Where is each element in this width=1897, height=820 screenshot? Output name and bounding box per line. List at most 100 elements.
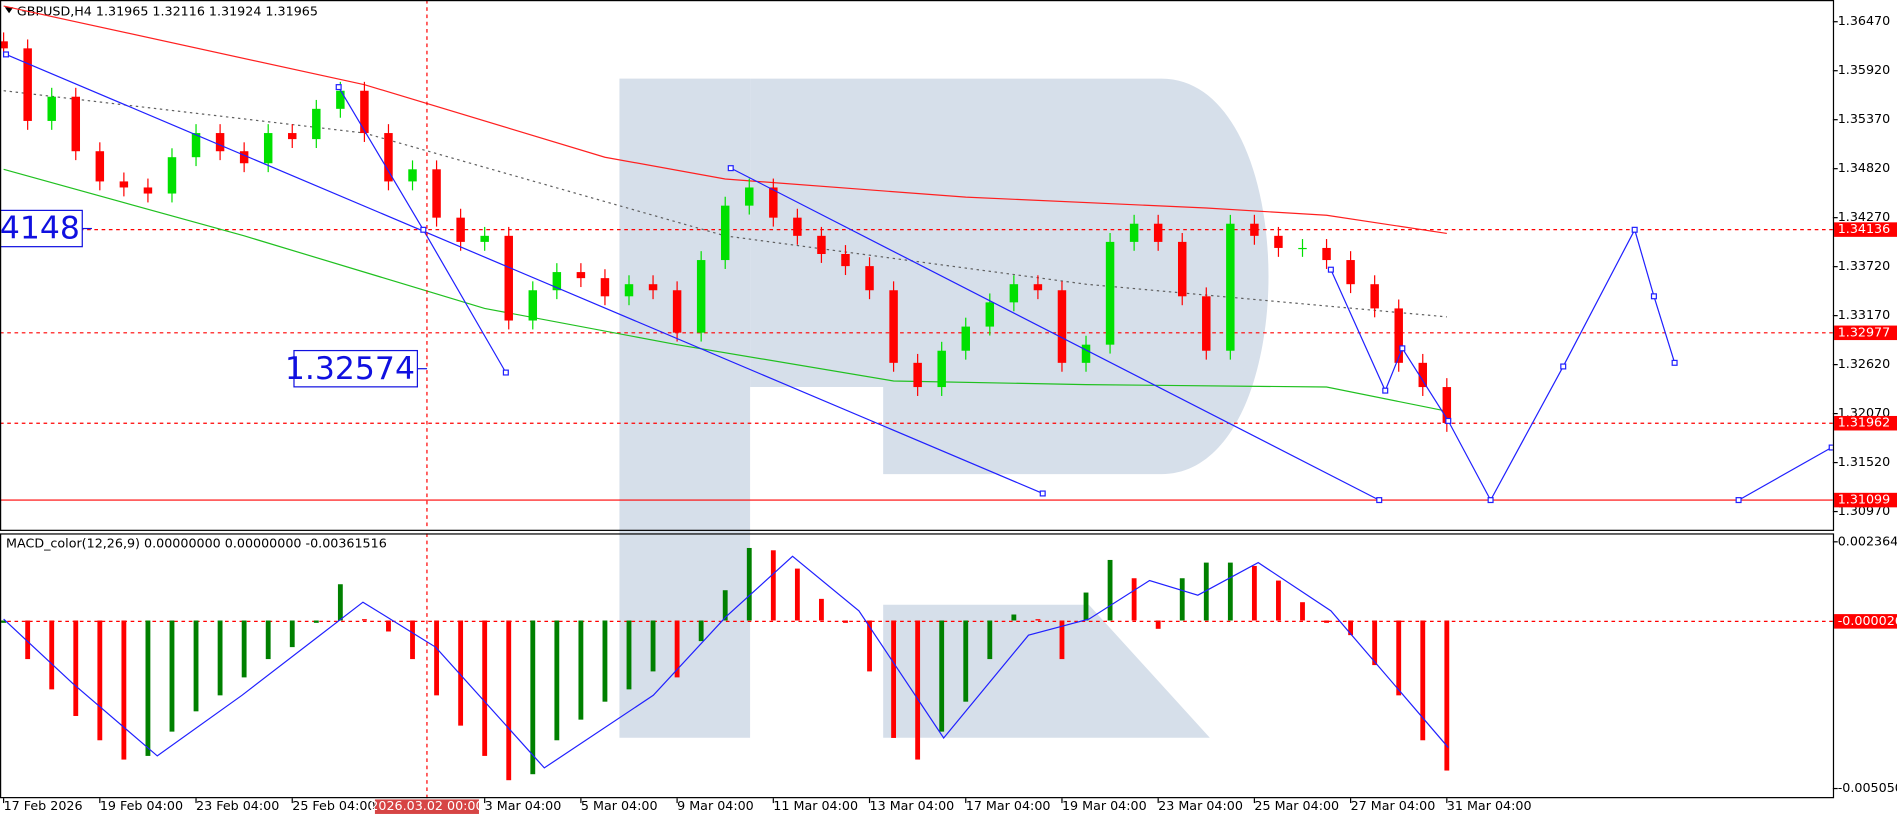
trend-vertex [1445, 417, 1452, 424]
trend-vertex [1327, 266, 1334, 273]
candle-body [865, 266, 874, 291]
macd-bar [1155, 620, 1161, 629]
macd-bar [819, 598, 824, 621]
trend-vertex [335, 84, 342, 91]
candle-body [1226, 223, 1235, 351]
macd-bar [1107, 559, 1113, 621]
macd-bar [1035, 619, 1041, 621]
y-tick-label: 1.34820 [1838, 160, 1890, 175]
macd-bar [386, 620, 391, 632]
candle-body [769, 187, 778, 218]
moving-average [3, 5, 1447, 235]
macd-bar [1396, 620, 1402, 696]
candle-body [889, 290, 898, 363]
macd-signal [3, 555, 1449, 769]
candle-body [937, 350, 946, 388]
candle-body [239, 151, 249, 164]
crosshair-label: 2026.03.02 00:00 [370, 798, 483, 813]
macd-pane [0, 547, 1833, 781]
candle-body [1274, 235, 1283, 248]
crosshair-label-box [374, 799, 479, 814]
level-label: 1.31099 [1838, 492, 1890, 507]
level-label: 1.34136 [1838, 221, 1890, 236]
x-tick-label: 11 Mar 04:00 [773, 798, 858, 813]
candle-body [1298, 247, 1307, 250]
macd-bar [698, 620, 704, 642]
y-tick-label: -0.0050508 [1838, 780, 1897, 795]
macd-bar [843, 620, 848, 623]
macd-bar [313, 620, 319, 623]
price-pane: 1.34148 1.32574 [0, 5, 1833, 504]
macd-bar [25, 620, 31, 660]
level-label-box [1834, 222, 1897, 237]
x-tick-label: 19 Mar 04:00 [1062, 798, 1147, 813]
macd-bar [1372, 620, 1378, 666]
macd-bar [193, 620, 199, 712]
candle-body [793, 217, 802, 236]
candle-body [696, 260, 706, 333]
candle-body [263, 133, 273, 164]
trend-vertex [1650, 293, 1657, 300]
macd-bar [1444, 620, 1450, 771]
macd-bar [1011, 614, 1017, 621]
level-label-box [1834, 492, 1897, 508]
x-tick-label: 23 Mar 04:00 [1158, 798, 1243, 813]
macd-bar [650, 620, 656, 672]
macd-bar [1276, 580, 1281, 621]
candle-body [1177, 241, 1187, 297]
macd-bar [1420, 620, 1426, 741]
candle-body [1057, 290, 1067, 363]
macd-bar [554, 620, 560, 741]
candle-body [504, 235, 513, 321]
x-tick-label: 9 Mar 04:00 [677, 798, 754, 813]
trend-vertex [420, 226, 427, 233]
moving-average [3, 168, 1447, 412]
y-tick-label: 1.33170 [1838, 307, 1890, 322]
trend-line [5, 53, 1043, 495]
y-tick-label: 1.31520 [1838, 454, 1890, 469]
candle-body [95, 151, 105, 182]
candle-body [576, 272, 586, 279]
macd-level-box [1834, 614, 1897, 629]
macd-bar [410, 620, 415, 660]
candle-body [360, 90, 369, 134]
candle-body [0, 41, 8, 49]
x-tick-label: 19 Feb 04:00 [100, 798, 183, 813]
y-tick-label: 1.35370 [1838, 111, 1890, 126]
candle-body [23, 48, 32, 121]
candle-body [745, 187, 754, 206]
x-tick-label: 17 Mar 04:00 [966, 798, 1051, 813]
macd-bar [482, 620, 488, 756]
candle-body [1105, 241, 1115, 345]
macd-bar [1131, 578, 1137, 621]
annotation-box [0, 209, 83, 248]
candle-body [408, 169, 417, 182]
macd-bar [361, 619, 367, 621]
macd-bar [169, 620, 175, 732]
macd-bar [915, 620, 921, 760]
candle-body [336, 90, 345, 109]
trend-vertex [727, 165, 734, 172]
candle-body [119, 181, 129, 188]
candle-body [1129, 223, 1139, 242]
macd-bar [867, 620, 872, 672]
y-tick-label: 1.33720 [1838, 258, 1890, 273]
macd-bar [1348, 620, 1354, 636]
candle-body [1322, 247, 1331, 261]
candle-body [167, 157, 177, 194]
y-tick-label: 1.35920 [1838, 62, 1890, 77]
trend-vertex [1828, 444, 1833, 451]
candle-body [71, 96, 81, 152]
trend-vertex [1039, 490, 1046, 497]
candle-body [1370, 284, 1379, 309]
trend-line [1738, 446, 1832, 501]
macd-bar [530, 620, 536, 775]
candle-body [191, 133, 201, 158]
candle-body [720, 205, 730, 261]
annotation: 1.34148 [0, 211, 80, 247]
macd-bar [746, 547, 752, 621]
macd-bar [1, 620, 7, 623]
candle-body [648, 284, 658, 291]
macd-bar [337, 584, 343, 621]
